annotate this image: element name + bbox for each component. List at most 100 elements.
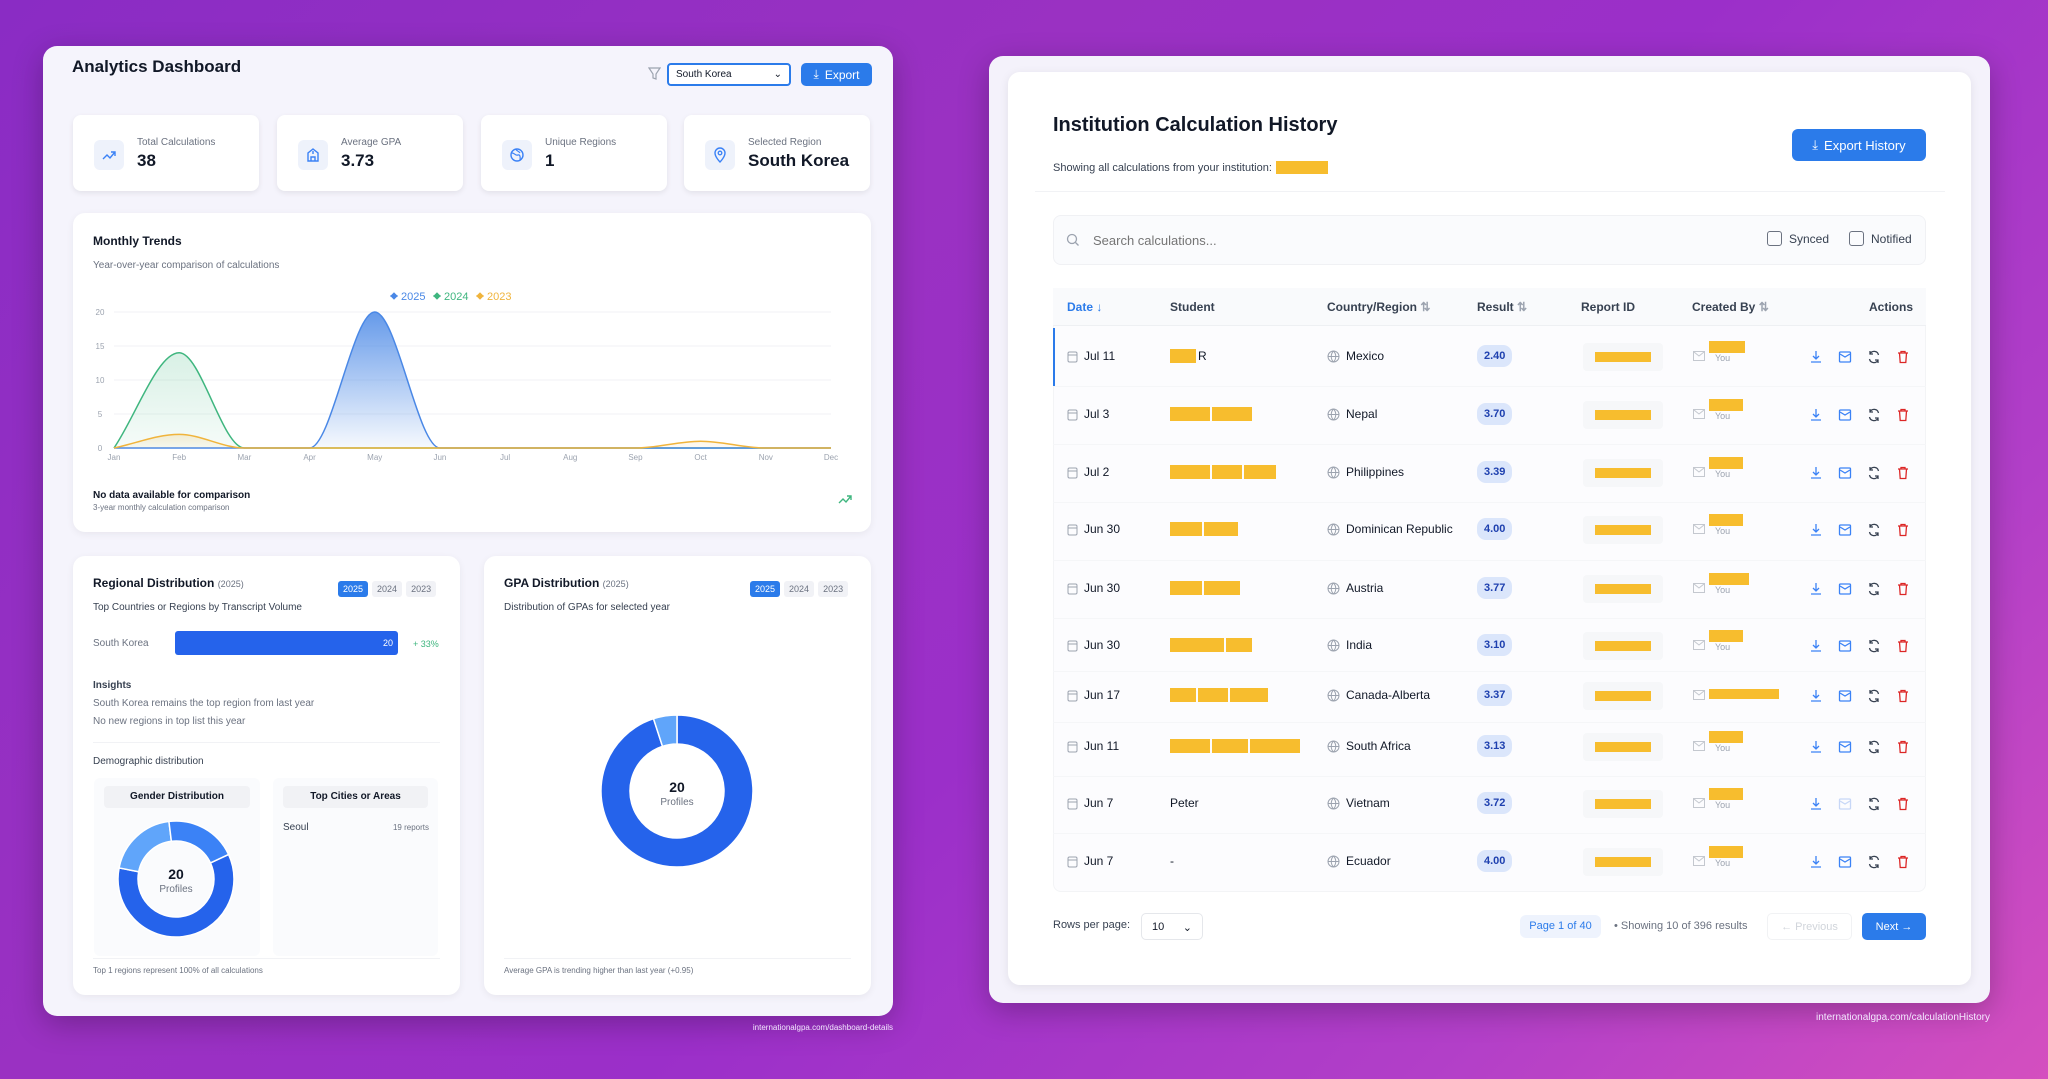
export-button[interactable]: ⤓ Export bbox=[801, 63, 872, 86]
table-row[interactable]: Jul 2 Philippines 3.39 You bbox=[1053, 453, 1926, 493]
download-icon[interactable] bbox=[1809, 350, 1823, 364]
trash-icon[interactable] bbox=[1896, 740, 1910, 754]
download-icon[interactable] bbox=[1809, 639, 1823, 653]
previous-button[interactable]: ← Previous bbox=[1767, 913, 1852, 940]
refresh-icon[interactable] bbox=[1867, 797, 1881, 811]
rows-per-page-label: Rows per page: bbox=[1053, 919, 1131, 931]
refresh-icon[interactable] bbox=[1867, 582, 1881, 596]
column-created-by[interactable]: Created By ⇅ bbox=[1692, 300, 1769, 314]
globe-icon bbox=[1327, 639, 1340, 651]
region-bar: 20 bbox=[175, 631, 398, 655]
redacted-name bbox=[1230, 688, 1268, 702]
mail-icon bbox=[1693, 640, 1705, 650]
column-date[interactable]: Date ↓ bbox=[1067, 300, 1103, 314]
region-select[interactable]: South Korea ⌄ bbox=[667, 63, 791, 86]
table-row[interactable]: Jun 11 South Africa 3.13 You bbox=[1053, 727, 1926, 767]
year-tab-2024[interactable]: 2024 bbox=[372, 581, 403, 597]
stat-value: 3.73 bbox=[341, 151, 375, 170]
download-icon[interactable] bbox=[1809, 408, 1823, 422]
notified-checkbox[interactable]: Notified bbox=[1849, 231, 1912, 246]
refresh-icon[interactable] bbox=[1867, 350, 1881, 364]
table-row[interactable]: Jun 30 India 3.10 You bbox=[1053, 626, 1926, 666]
table-row[interactable]: Jun 30 Dominican Republic 4.00 You bbox=[1053, 510, 1926, 550]
mail-icon[interactable] bbox=[1838, 855, 1852, 869]
search-input[interactable] bbox=[1093, 228, 1723, 252]
table-row[interactable]: Jun 7 - Ecuador 4.00 You bbox=[1053, 842, 1926, 882]
redacted-report-id bbox=[1595, 584, 1651, 594]
trash-icon[interactable] bbox=[1896, 523, 1910, 537]
created-by-sub: You bbox=[1715, 411, 1731, 421]
mail-icon[interactable] bbox=[1838, 523, 1852, 537]
redacted-creator bbox=[1709, 731, 1743, 743]
row-country: Mexico bbox=[1346, 349, 1385, 363]
trash-icon[interactable] bbox=[1896, 582, 1910, 596]
filter-icon[interactable] bbox=[648, 67, 661, 81]
next-button[interactable]: Next → bbox=[1862, 913, 1926, 940]
table-row[interactable]: Jun 30 Austria 3.77 You bbox=[1053, 569, 1926, 609]
regional-year: (2025) bbox=[217, 579, 244, 589]
table-row[interactable]: Jun 17 Canada-Alberta 3.37 bbox=[1053, 676, 1926, 716]
mail-icon[interactable] bbox=[1838, 408, 1852, 422]
redacted-institution bbox=[1275, 161, 1328, 174]
notified-label: Notified bbox=[1871, 231, 1912, 246]
refresh-icon[interactable] bbox=[1867, 855, 1881, 869]
y-tick-label: 0 bbox=[98, 444, 103, 453]
rows-per-page-select[interactable]: 10 ⌄ bbox=[1141, 913, 1203, 940]
row-date: Jun 30 bbox=[1084, 638, 1121, 652]
table-row[interactable]: Jul 11 R Mexico 2.40 You bbox=[1053, 337, 1926, 377]
refresh-icon[interactable] bbox=[1867, 408, 1881, 422]
refresh-icon[interactable] bbox=[1867, 689, 1881, 703]
gpa-year-tabs: 2025 2024 2023 bbox=[746, 579, 849, 597]
checkbox[interactable] bbox=[1849, 231, 1864, 246]
trash-icon[interactable] bbox=[1896, 639, 1910, 653]
table-row[interactable]: Jul 3 Nepal 3.70 You bbox=[1053, 395, 1926, 435]
column-result[interactable]: Result ⇅ bbox=[1477, 300, 1528, 314]
checkbox[interactable] bbox=[1767, 231, 1782, 246]
year-tab-2024[interactable]: 2024 bbox=[784, 581, 815, 597]
export-history-button[interactable]: ⤓ Export History bbox=[1792, 129, 1926, 161]
download-icon[interactable] bbox=[1809, 855, 1823, 869]
mail-icon[interactable] bbox=[1838, 582, 1852, 596]
trash-icon[interactable] bbox=[1896, 350, 1910, 364]
year-tab-2023[interactable]: 2023 bbox=[406, 581, 437, 597]
refresh-icon[interactable] bbox=[1867, 466, 1881, 480]
download-icon[interactable] bbox=[1809, 740, 1823, 754]
trash-icon[interactable] bbox=[1896, 466, 1910, 480]
redacted-report-id bbox=[1595, 525, 1651, 535]
mail-icon[interactable] bbox=[1838, 797, 1852, 811]
row-divider bbox=[1053, 444, 1926, 445]
area-2023 bbox=[114, 434, 831, 448]
year-tab-2023[interactable]: 2023 bbox=[818, 581, 849, 597]
download-icon[interactable] bbox=[1809, 523, 1823, 537]
mail-icon[interactable] bbox=[1838, 689, 1852, 703]
redacted-creator bbox=[1709, 630, 1743, 642]
download-icon[interactable] bbox=[1809, 689, 1823, 703]
download-icon[interactable] bbox=[1809, 797, 1823, 811]
refresh-icon[interactable] bbox=[1867, 639, 1881, 653]
x-tick-label: Nov bbox=[759, 453, 773, 462]
refresh-icon[interactable] bbox=[1867, 740, 1881, 754]
row-country: South Africa bbox=[1346, 739, 1411, 753]
y-tick-label: 20 bbox=[96, 308, 105, 317]
table-row[interactable]: Jun 7 Peter Vietnam 3.72 You bbox=[1053, 784, 1926, 824]
year-tab-2025[interactable]: 2025 bbox=[750, 581, 781, 597]
download-icon[interactable] bbox=[1809, 466, 1823, 480]
column-country[interactable]: Country/Region ⇅ bbox=[1327, 300, 1431, 314]
trash-icon[interactable] bbox=[1896, 408, 1910, 422]
mail-icon[interactable] bbox=[1838, 740, 1852, 754]
city-name: Seoul bbox=[283, 822, 309, 833]
mail-icon[interactable] bbox=[1838, 466, 1852, 480]
year-tab-2025[interactable]: 2025 bbox=[338, 581, 369, 597]
redacted-name bbox=[1212, 407, 1252, 421]
mail-icon bbox=[1693, 409, 1705, 419]
mail-icon[interactable] bbox=[1838, 350, 1852, 364]
trash-icon[interactable] bbox=[1896, 855, 1910, 869]
mail-icon bbox=[1693, 351, 1705, 361]
mail-icon[interactable] bbox=[1838, 639, 1852, 653]
download-icon[interactable] bbox=[1809, 582, 1823, 596]
synced-checkbox[interactable]: Synced bbox=[1767, 231, 1829, 246]
trash-icon[interactable] bbox=[1896, 689, 1910, 703]
trash-icon[interactable] bbox=[1896, 797, 1910, 811]
x-tick-label: Sep bbox=[628, 453, 643, 462]
refresh-icon[interactable] bbox=[1867, 523, 1881, 537]
